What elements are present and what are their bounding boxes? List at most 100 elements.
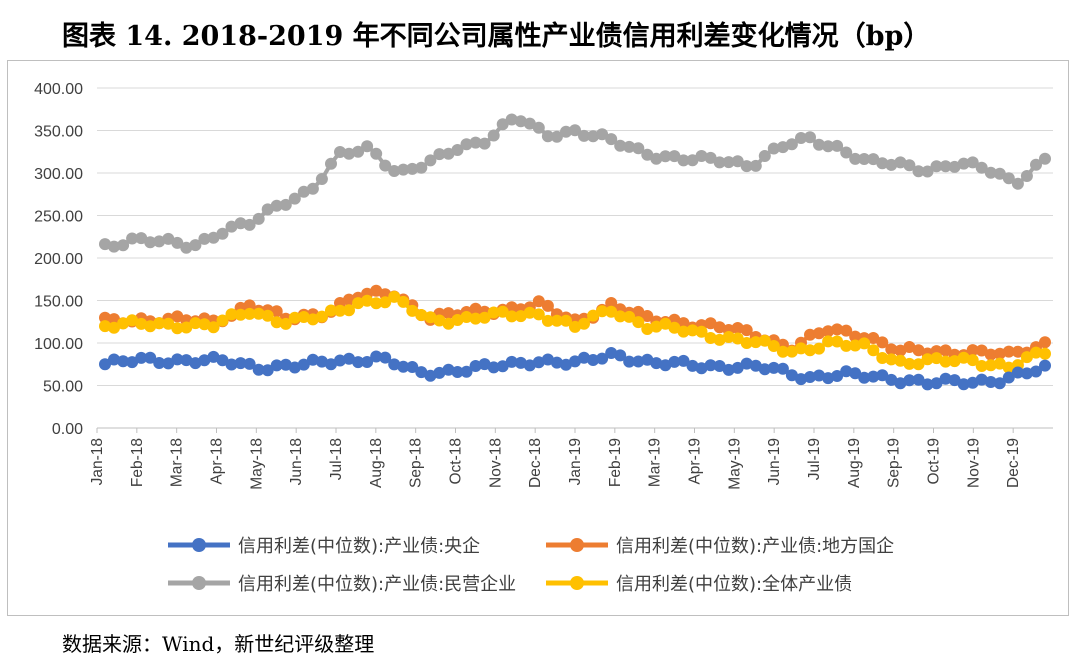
data-point xyxy=(1039,359,1051,372)
data-point xyxy=(514,115,527,128)
data-point xyxy=(776,141,789,154)
data-point xyxy=(668,150,681,163)
data-point xyxy=(659,150,672,163)
data-point xyxy=(397,360,410,373)
x-tick-label: Mar-19 xyxy=(647,438,664,487)
data-point xyxy=(469,360,482,372)
x-tick-label: Apr-18 xyxy=(209,438,226,485)
data-point xyxy=(261,309,274,322)
data-point xyxy=(984,359,997,372)
data-point xyxy=(171,310,184,323)
data-point xyxy=(569,124,581,137)
data-point xyxy=(487,306,500,319)
data-point xyxy=(822,140,835,153)
data-point xyxy=(677,317,690,330)
x-tick-label: Feb-19 xyxy=(607,438,624,487)
data-point xyxy=(270,305,283,318)
data-point xyxy=(831,370,844,382)
data-point xyxy=(514,310,527,323)
data-point xyxy=(740,357,753,370)
data-point xyxy=(135,351,148,364)
data-point xyxy=(966,376,979,389)
data-point xyxy=(198,318,211,331)
data-point xyxy=(596,128,609,141)
data-point xyxy=(957,351,970,364)
data-point xyxy=(767,361,780,374)
data-point xyxy=(758,363,771,376)
data-point xyxy=(442,147,455,160)
x-tick-label: Jan-18 xyxy=(89,438,106,485)
data-point xyxy=(740,324,753,337)
data-point xyxy=(108,240,120,253)
data-point xyxy=(126,356,139,369)
data-point xyxy=(1011,177,1024,190)
x-tick-label: May-18 xyxy=(248,438,265,490)
legend-swatch-marker xyxy=(192,538,206,552)
data-point xyxy=(523,359,536,372)
data-point xyxy=(352,297,365,310)
data-point xyxy=(541,299,554,312)
x-tick-label: Jun-19 xyxy=(766,438,783,485)
data-point xyxy=(650,357,663,370)
data-point xyxy=(713,333,726,346)
data-point xyxy=(966,344,979,357)
data-point xyxy=(1002,361,1015,374)
data-point xyxy=(532,308,545,321)
data-point xyxy=(216,314,229,327)
data-point xyxy=(858,371,871,384)
line-chart: 0.00 50.00 100.00 150.00 200.00 250.00 300.00 3… xyxy=(34,81,1053,595)
data-point xyxy=(867,370,880,383)
data-point xyxy=(108,321,120,334)
data-point xyxy=(189,239,202,252)
data-point xyxy=(939,344,952,357)
data-point xyxy=(641,148,654,161)
data-point xyxy=(804,131,816,144)
data-point xyxy=(171,353,184,366)
data-point xyxy=(722,331,735,343)
data-point xyxy=(641,323,654,335)
data-point xyxy=(135,317,148,330)
data-point xyxy=(487,361,500,374)
data-point xyxy=(189,317,202,330)
x-tick-label: Feb-18 xyxy=(129,438,146,487)
data-point xyxy=(442,307,455,320)
series-3 xyxy=(99,290,1051,374)
data-point xyxy=(216,227,229,240)
data-point xyxy=(406,304,419,317)
data-point xyxy=(505,355,518,368)
data-point xyxy=(993,347,1006,360)
data-point xyxy=(758,334,771,347)
data-point xyxy=(668,321,681,334)
data-point xyxy=(903,357,916,370)
data-point xyxy=(885,373,898,386)
data-point xyxy=(614,349,627,362)
x-tick-label: Oct-18 xyxy=(448,438,465,485)
data-point xyxy=(334,146,346,158)
data-point xyxy=(578,351,590,364)
data-point xyxy=(605,133,618,146)
data-point xyxy=(560,358,572,371)
data-point xyxy=(813,369,825,382)
x-tick-label: Apr-19 xyxy=(687,438,704,485)
data-point xyxy=(623,310,636,323)
data-point xyxy=(795,132,807,144)
y-tick-label: 50.00 xyxy=(43,379,83,396)
x-tick-label: Jul-19 xyxy=(806,438,823,480)
x-tick-label: Nov-18 xyxy=(487,438,504,488)
data-point xyxy=(460,138,473,151)
data-point xyxy=(306,182,319,195)
data-point xyxy=(605,305,618,318)
data-point xyxy=(840,339,853,352)
data-point xyxy=(795,373,807,386)
data-point xyxy=(297,185,310,198)
data-point xyxy=(758,150,771,162)
y-tick-label: 100.00 xyxy=(34,336,83,353)
data-point xyxy=(596,305,609,318)
legend-swatch-marker xyxy=(570,538,584,552)
x-tick-label: Dec-18 xyxy=(527,438,544,488)
data-point xyxy=(749,336,762,349)
data-point xyxy=(695,362,708,375)
data-point xyxy=(117,239,130,252)
data-point xyxy=(388,165,401,177)
data-point xyxy=(822,335,835,348)
